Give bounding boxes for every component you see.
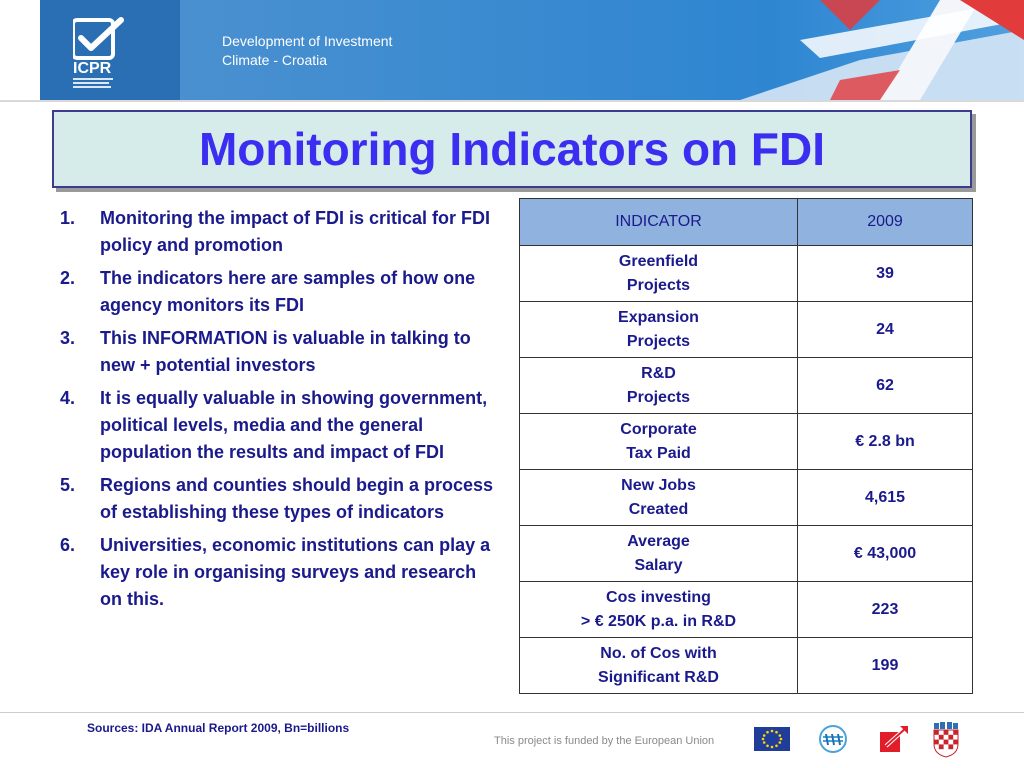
arrow-logo-icon [880, 726, 908, 752]
column-header-year: 2009 [797, 198, 973, 246]
list-text: This INFORMATION is valuable in talking … [100, 328, 471, 375]
indicator-cell: No. of Cos with Significant R&D [519, 637, 798, 694]
footer-divider [0, 712, 1024, 713]
indicator-cell: Expansion Projects [519, 301, 798, 358]
list-number: 5. [60, 475, 76, 495]
list-text: Universities, economic institutions can … [100, 535, 491, 609]
table-row: No. of Cos with Significant R&D 199 [519, 637, 973, 694]
list-item: 4. It is equally valuable in showing gove… [60, 385, 500, 466]
indicator-cell: New Jobs Created [519, 469, 798, 526]
value-cell: 223 [797, 581, 973, 638]
indicator-line1: Greenfield [618, 252, 699, 270]
list-number: 1. [60, 208, 76, 228]
value-cell: 39 [797, 245, 973, 302]
indicator-cell: Corporate Tax Paid [519, 413, 798, 470]
list-item: 1. Monitoring the impact of FDI is critic… [60, 205, 500, 259]
checkmark-icon [73, 17, 124, 60]
eu-flag-icon [754, 727, 790, 751]
indicator-line2: Projects [626, 388, 691, 406]
indicator-line1: Expansion [618, 308, 699, 326]
indicator-line2: Tax Paid [626, 444, 691, 462]
icpr-logo [40, 0, 180, 100]
bullet-list: 1. Monitoring the impact of FDI is critic… [60, 205, 500, 619]
value-cell: 62 [797, 357, 973, 414]
list-number: 4. [60, 388, 76, 408]
logo-text: ICPR [73, 60, 112, 77]
list-item: 3. This INFORMATION is valuable in talkin… [60, 325, 500, 379]
idi-logo-icon [819, 725, 847, 753]
indicator-cell: Cos investing > € 250K p.a. in R&D [519, 581, 798, 638]
column-header-indicator: INDICATOR [519, 198, 798, 246]
list-item: 6. Universities, economic institutions ca… [60, 532, 500, 613]
list-text: It is equally valuable in showing govern… [100, 388, 488, 462]
header-banner: ICPR Development of Investment Climate [0, 0, 1024, 100]
funding-note: This project is funded by the European U… [494, 735, 715, 747]
value-cell: 24 [797, 301, 973, 358]
indicator-line2: Projects [626, 332, 691, 350]
title-box: Monitoring Indicators on FDI [52, 110, 972, 188]
header-band-art [180, 0, 1024, 100]
list-number: 3. [60, 328, 76, 348]
indicator-cell: Greenfield Projects [519, 245, 798, 302]
header-title-line1: Development of Investment [222, 33, 393, 49]
list-number: 6. [60, 535, 76, 555]
indicator-line1: New Jobs [621, 476, 696, 494]
header-band [180, 0, 1024, 100]
value-cell: € 2.8 bn [797, 413, 973, 470]
list-text: Regions and counties should begin a proc… [100, 475, 494, 522]
table-header-row: INDICATOR 2009 [519, 198, 973, 246]
source-note: Sources: IDA Annual Report 2009, Bn=bill… [87, 721, 350, 735]
header-divider [0, 100, 1024, 102]
indicator-line2: Significant R&D [598, 668, 719, 686]
table-row: R&D Projects 62 [519, 357, 973, 414]
indicator-line1: Corporate [620, 420, 697, 438]
indicator-line1: No. of Cos with [600, 644, 717, 662]
slide-title: Monitoring Indicators on FDI [198, 123, 826, 175]
value-cell: 4,615 [797, 469, 973, 526]
indicator-line1: Average [627, 532, 690, 550]
indicator-line2: Projects [626, 276, 691, 294]
list-number: 2. [60, 268, 76, 288]
logo-fine-print [73, 78, 133, 88]
table-row: Expansion Projects 24 [519, 301, 973, 358]
table-row: Cos investing > € 250K p.a. in R&D 223 [519, 581, 973, 638]
table-row: New Jobs Created 4,615 [519, 469, 973, 526]
list-item: 5. Regions and counties should begin a pr… [60, 472, 500, 526]
indicator-line2: > € 250K p.a. in R&D [580, 612, 737, 630]
fdi-indicator-table: INDICATOR 2009 Greenfield Projects 39 Exp… [519, 198, 973, 694]
table-row: Average Salary € 43,000 [519, 525, 973, 582]
list-text: The indicators here are samples of how o… [100, 268, 476, 315]
indicator-cell: Average Salary [519, 525, 798, 582]
header-title-line2: Climate - Croatia [222, 52, 328, 68]
indicator-line2: Salary [634, 556, 683, 574]
list-item: 2. The indicators here are samples of how… [60, 265, 500, 319]
header-title: Development of Investment Climate - Croa… [222, 32, 392, 70]
table-row: Greenfield Projects 39 [519, 245, 973, 302]
value-cell: € 43,000 [797, 525, 973, 582]
indicator-line1: Cos investing [606, 588, 711, 606]
value-cell: 199 [797, 637, 973, 694]
indicator-cell: R&D Projects [519, 357, 798, 414]
indicator-line2: Created [628, 500, 689, 518]
croatia-crest-icon [933, 722, 959, 758]
table-row: Corporate Tax Paid € 2.8 bn [519, 413, 973, 470]
indicator-line1: R&D [641, 364, 676, 382]
list-text: Monitoring the impact of FDI is critical… [100, 208, 491, 255]
